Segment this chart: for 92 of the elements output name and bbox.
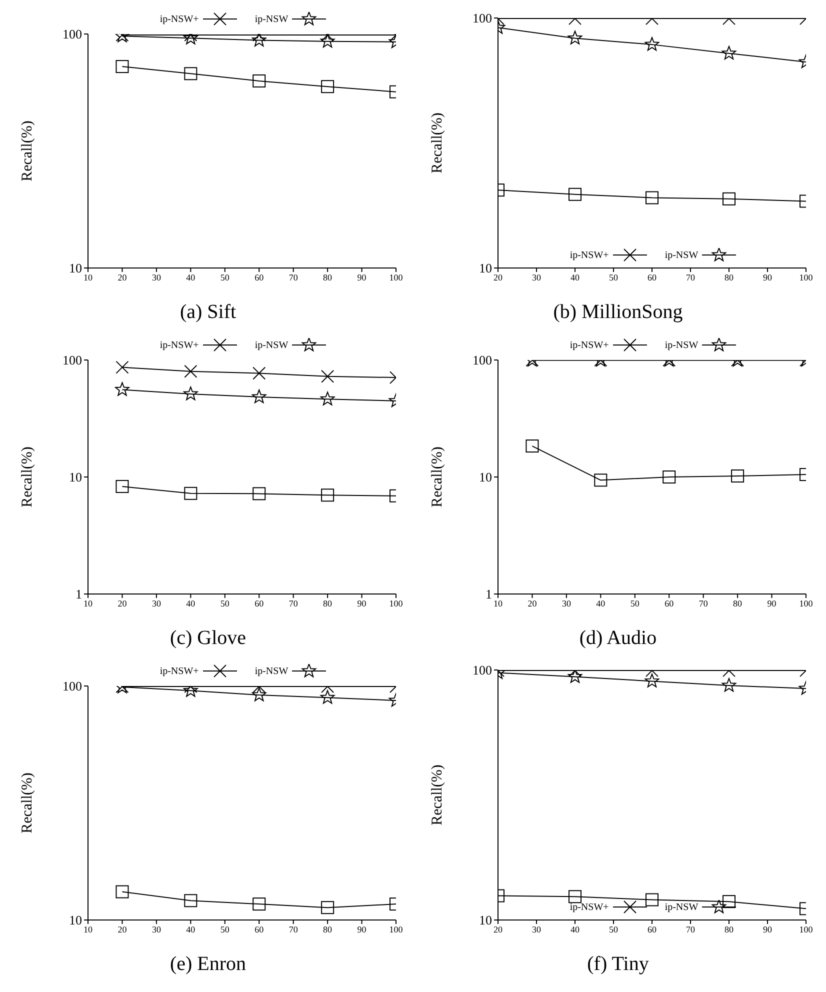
legend-label: ip-NSW+ xyxy=(160,340,199,350)
x-tick-label: 100 xyxy=(799,924,814,934)
x-tick-label: 80 xyxy=(733,598,743,608)
legend-label: ip-NSW+ xyxy=(570,250,609,260)
legend-label: ip-NSW+ xyxy=(570,902,609,912)
x-tick-label: 70 xyxy=(686,272,696,282)
x-tick-label: 20 xyxy=(494,272,503,282)
x-tick-label: 50 xyxy=(630,598,640,608)
x-tick-label: 90 xyxy=(357,598,367,608)
x-tick-label: 70 xyxy=(288,272,298,282)
x-tick-label: 20 xyxy=(118,924,128,934)
text: (c) Glove xyxy=(168,626,248,651)
x-tick-label: 30 xyxy=(562,598,572,608)
y-axis-title: Recall(%) xyxy=(429,446,446,508)
y-tick-label: 100 xyxy=(472,10,492,26)
y-axis-title: Recall(%) xyxy=(19,446,36,508)
x-tick-label: 60 xyxy=(254,598,264,608)
x-tick-label: 100 xyxy=(799,272,814,282)
x-tick-label: 40 xyxy=(596,598,606,608)
x-tick-label: 70 xyxy=(698,598,708,608)
y-axis-title: Recall(%) xyxy=(19,120,36,182)
x-tick-label: 30 xyxy=(152,272,162,282)
x-tick-label: 30 xyxy=(152,598,162,608)
x-tick-label: 30 xyxy=(532,924,542,934)
x-tick-label: 90 xyxy=(357,924,367,934)
x-tick-label: 20 xyxy=(494,924,503,934)
x-tick-label: 50 xyxy=(609,272,618,282)
legend-label: ip-NSW+ xyxy=(160,666,199,676)
x-tick-label: 10 xyxy=(84,924,93,934)
x-tick-label: 40 xyxy=(186,272,196,282)
x-tick-label: 10 xyxy=(494,598,503,608)
y-tick-label: 100 xyxy=(62,26,82,42)
x-tick-label: 30 xyxy=(152,924,162,934)
x-tick-label: 60 xyxy=(254,924,264,934)
text: (b) MillionSong xyxy=(552,300,684,325)
legend-label: ip-NSW xyxy=(664,340,698,350)
x-tick-label: 20 xyxy=(528,598,538,608)
x-tick-label: 50 xyxy=(220,272,230,282)
x-tick-label: 70 xyxy=(288,598,298,608)
x-tick-label: 30 xyxy=(532,272,542,282)
x-tick-label: 70 xyxy=(288,924,298,934)
x-tick-label: 60 xyxy=(648,272,657,282)
x-tick-label: 50 xyxy=(609,924,618,934)
x-tick-label: 80 xyxy=(323,924,333,934)
x-tick-label: 80 xyxy=(323,598,333,608)
x-tick-label: 60 xyxy=(254,272,264,282)
x-tick-label: 50 xyxy=(220,924,230,934)
y-tick-label: 10 xyxy=(69,470,82,485)
legend-label: ip-NSW xyxy=(254,340,288,350)
text: (e) Enron xyxy=(168,952,248,977)
legend-label: ip-NSW xyxy=(254,666,288,676)
x-tick-label: 100 xyxy=(799,598,814,608)
x-tick-label: 100 xyxy=(389,272,404,282)
legend-label: ip-NSW xyxy=(664,250,698,260)
x-tick-label: 90 xyxy=(763,272,772,282)
x-tick-label: 50 xyxy=(220,598,230,608)
y-tick-label: 100 xyxy=(62,678,82,694)
text: (d) Audio xyxy=(578,626,658,651)
x-tick-label: 10 xyxy=(84,272,93,282)
legend-label: ip-NSW xyxy=(254,14,288,24)
y-axis-title: Recall(%) xyxy=(429,764,446,826)
y-tick-label: 10 xyxy=(479,470,492,485)
x-tick-label: 80 xyxy=(724,924,734,934)
text: (a) Sift xyxy=(178,300,238,325)
text: (f) Tiny xyxy=(586,952,650,977)
x-tick-label: 40 xyxy=(570,272,580,282)
legend-label: ip-NSW xyxy=(664,902,698,912)
x-tick-label: 100 xyxy=(389,598,404,608)
x-tick-label: 100 xyxy=(389,924,404,934)
y-tick-label: 100 xyxy=(472,352,492,368)
x-tick-label: 40 xyxy=(186,924,196,934)
x-tick-label: 60 xyxy=(648,924,657,934)
x-tick-label: 40 xyxy=(186,598,196,608)
x-tick-label: 90 xyxy=(763,924,772,934)
legend-label: ip-NSW+ xyxy=(160,14,199,24)
x-tick-label: 10 xyxy=(84,598,93,608)
x-tick-label: 80 xyxy=(724,272,734,282)
x-tick-label: 80 xyxy=(323,272,333,282)
x-tick-label: 20 xyxy=(118,598,128,608)
x-tick-label: 90 xyxy=(357,272,367,282)
x-tick-label: 60 xyxy=(664,598,674,608)
y-tick-label: 100 xyxy=(62,352,82,368)
x-tick-label: 40 xyxy=(570,924,580,934)
x-tick-label: 90 xyxy=(767,598,777,608)
y-tick-label: 1 xyxy=(486,586,492,602)
y-axis-title: Recall(%) xyxy=(429,112,446,174)
y-axis-title: Recall(%) xyxy=(19,772,36,834)
x-tick-label: 20 xyxy=(118,272,128,282)
legend-label: ip-NSW+ xyxy=(570,340,609,350)
y-tick-label: 100 xyxy=(472,662,492,678)
y-tick-label: 1 xyxy=(76,586,82,602)
x-tick-label: 70 xyxy=(686,924,696,934)
